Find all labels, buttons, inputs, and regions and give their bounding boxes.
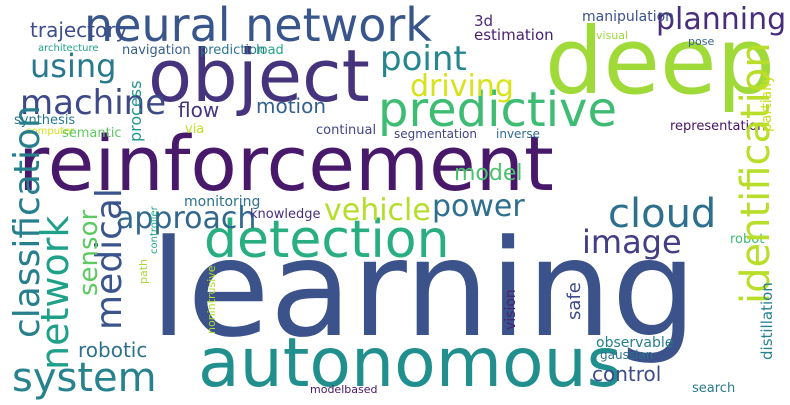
word-monitoring: architecture — [38, 43, 99, 54]
word-flow: driving — [410, 69, 514, 104]
word-knowledge: synthesis — [14, 113, 76, 128]
word-object: object — [148, 34, 370, 118]
word-synthesis: manipulation — [582, 9, 675, 25]
word-using: machine — [20, 83, 167, 123]
word-cloud: cloud — [608, 191, 717, 237]
word-continual: load — [256, 43, 284, 58]
word-learning: learning — [150, 211, 697, 367]
word-planning: point — [380, 39, 467, 79]
word-reinforcement: reinforcement — [18, 119, 554, 208]
word-manipulation: control — [592, 362, 662, 386]
word-vision: observable — [596, 335, 674, 351]
word-estimation: robotic — [78, 338, 148, 362]
word-classification: monitoring — [184, 194, 261, 210]
word-visual: process — [126, 80, 145, 142]
word-observable: semantic — [62, 126, 122, 141]
word-driving: image — [582, 223, 682, 261]
word-vehicle: classification — [7, 105, 48, 338]
word-representation: partially — [759, 74, 775, 132]
word-trajectory: motion — [256, 94, 327, 118]
word-image: using — [30, 47, 117, 85]
word-navigation: distillation — [758, 282, 776, 360]
word-robotic: sensor — [74, 209, 104, 296]
word-system: planning — [656, 2, 787, 37]
word-computer: estimation — [474, 26, 554, 44]
word-safe: robot — [730, 232, 765, 247]
word-robot: computer — [26, 126, 75, 137]
word-identification: inverse — [496, 127, 540, 141]
word-inverse: pose — [688, 35, 715, 48]
word-path: gaussian — [600, 348, 654, 362]
word-control: power — [432, 189, 525, 224]
word-modelbased: segmentation — [394, 127, 477, 141]
word-semantic: navigation — [122, 43, 191, 58]
word-detection: detection — [204, 210, 450, 270]
word-machine: system — [12, 355, 157, 401]
word-via: prediction — [200, 43, 266, 58]
word-motion: approach — [116, 201, 257, 236]
word-search: continual — [316, 123, 377, 138]
word-partially: nonintrusive — [205, 265, 218, 334]
word-deep: deep — [545, 8, 775, 115]
word-3d: model — [454, 161, 523, 186]
word-distillation: vision — [503, 289, 519, 330]
word-pose: trajectory — [30, 18, 128, 42]
word-prediction: safe — [564, 282, 585, 320]
word-load: flow — [178, 98, 220, 122]
word-network: representation — [670, 119, 766, 134]
word-process: path — [137, 258, 150, 284]
word-architecture: 3d — [474, 12, 494, 30]
word-gaussian: via — [185, 122, 205, 137]
word-predictive: predictive — [378, 82, 617, 138]
word-controller: search — [692, 381, 736, 396]
word-neural-network: neural network — [84, 0, 432, 52]
word-autonomous: autonomous — [198, 324, 623, 403]
word-medical: knowledge — [250, 207, 321, 222]
word-nonintrusive: modelbased — [310, 383, 378, 396]
word-model: vehicle — [324, 193, 431, 228]
word-segmentation: visual — [596, 29, 629, 42]
word-sensor: controller — [149, 206, 160, 254]
